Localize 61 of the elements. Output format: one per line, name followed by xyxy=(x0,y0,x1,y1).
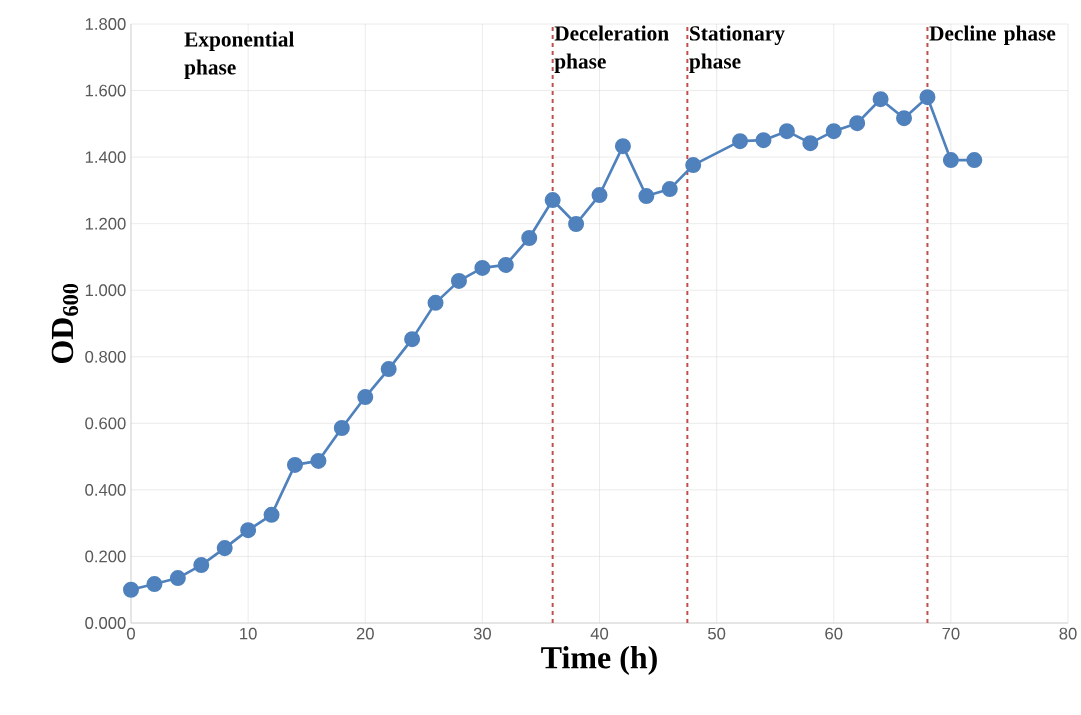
point xyxy=(193,557,210,574)
point xyxy=(123,581,140,598)
point xyxy=(872,91,889,108)
point xyxy=(661,181,678,198)
point xyxy=(450,272,467,289)
point xyxy=(942,152,959,169)
point xyxy=(638,188,655,205)
y-tick-label: 1.200 xyxy=(85,217,126,230)
y-tick-label: 0.200 xyxy=(85,550,126,563)
point xyxy=(802,135,819,152)
point xyxy=(521,229,538,246)
y-tick-label: 1.400 xyxy=(85,151,126,164)
point xyxy=(544,192,561,209)
point xyxy=(474,259,491,276)
point xyxy=(427,294,444,311)
ref-line-label: Stationary phase xyxy=(689,25,785,73)
point xyxy=(591,187,608,204)
y-tick-label: 0.000 xyxy=(85,617,126,629)
point xyxy=(825,123,842,140)
x-tick-label: 50 xyxy=(708,627,726,640)
point xyxy=(169,570,186,587)
x-tick-label: 0 xyxy=(127,627,135,640)
y-tick-label: 0.400 xyxy=(85,484,126,496)
point xyxy=(778,123,795,140)
point xyxy=(263,506,280,523)
point xyxy=(614,138,631,155)
point xyxy=(380,361,397,378)
point xyxy=(849,115,866,132)
ref-line-label: Decline phase xyxy=(929,25,1056,45)
y-tick-label: 1.800 xyxy=(85,18,126,30)
point xyxy=(286,456,303,473)
x-tick-label: 30 xyxy=(473,627,491,640)
x-tick-label: 40 xyxy=(590,627,609,640)
x-tick-label: 80 xyxy=(1059,627,1077,640)
point xyxy=(568,215,585,233)
point xyxy=(404,331,421,348)
point xyxy=(732,133,749,150)
point xyxy=(216,540,233,557)
point xyxy=(755,132,772,149)
y-tick-label: 1.600 xyxy=(85,84,126,97)
annotation: Exponential phase xyxy=(184,31,295,79)
y-axis-title: OD$_{600}$ xyxy=(51,283,79,364)
point xyxy=(146,576,163,593)
y-tick-label: 0.600 xyxy=(85,417,126,430)
point xyxy=(333,419,350,436)
y-tick-label: 1.000 xyxy=(85,284,126,297)
point xyxy=(240,522,257,539)
point xyxy=(497,256,514,273)
ref-line-label: Deceleration phase xyxy=(554,25,669,73)
x-axis-title: Time (h) xyxy=(541,645,657,676)
point xyxy=(357,389,374,406)
x-tick-label: 10 xyxy=(240,627,257,640)
point xyxy=(919,89,936,106)
x-tick-label: 70 xyxy=(942,627,960,640)
y-tick-label: 0.800 xyxy=(85,350,126,363)
x-tick-label: 20 xyxy=(356,627,374,640)
point xyxy=(966,152,983,169)
point xyxy=(896,110,913,127)
x-tick-label: 60 xyxy=(825,627,843,640)
point xyxy=(310,452,327,469)
point xyxy=(685,157,702,174)
